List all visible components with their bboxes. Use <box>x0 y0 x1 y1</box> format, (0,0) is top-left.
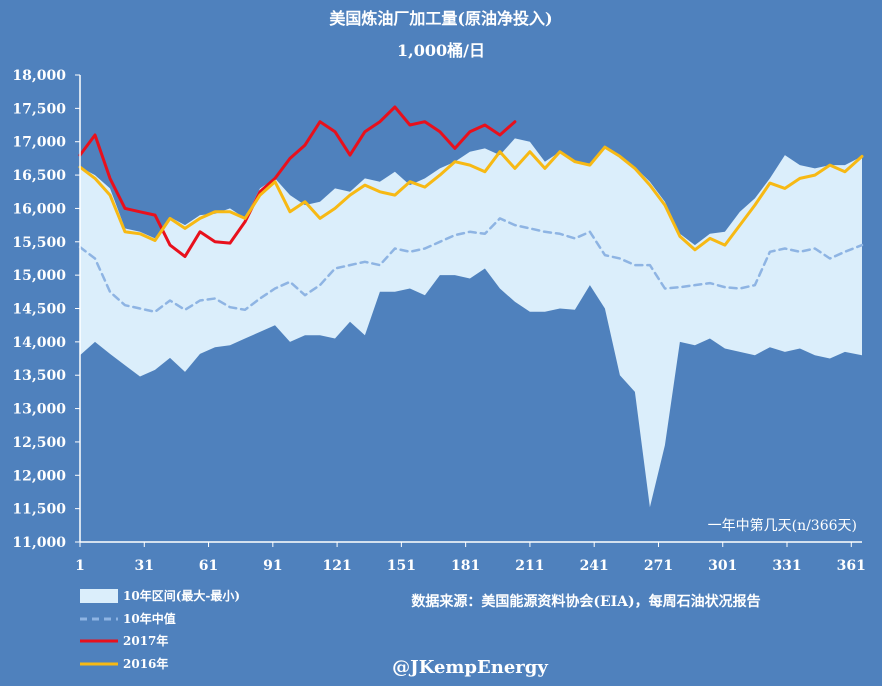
y-tick-label: 13,500 <box>12 368 66 384</box>
source-note: 数据来源：美国能源资料协会(EIA)，每周石油状况报告 <box>411 593 760 610</box>
y-tick-label: 13,000 <box>12 402 66 418</box>
x-tick-label: 211 <box>515 558 544 574</box>
x-tick-label: 331 <box>772 558 801 574</box>
x-tick-label: 301 <box>708 558 737 574</box>
x-tick-label: 181 <box>451 558 480 574</box>
legend-label: 2017年 <box>123 633 168 648</box>
legend-label: 10年中值 <box>123 611 176 626</box>
x-tick-label: 121 <box>322 558 351 574</box>
y-tick-label: 16,500 <box>12 168 66 184</box>
y-tick-label: 15,000 <box>12 268 66 284</box>
x-tick-label: 61 <box>199 558 218 574</box>
y-tick-label: 15,500 <box>12 235 66 251</box>
x-tick-label: 361 <box>837 558 866 574</box>
x-tick-label: 151 <box>387 558 416 574</box>
x-tick-label: 241 <box>580 558 609 574</box>
y-tick-label: 17,000 <box>12 135 66 151</box>
axes: 11,000 11,500 12,000 12,500 13,000 13,500 14,0… <box>12 68 865 574</box>
legend-label: 2016年 <box>123 656 168 671</box>
chart-subtitle: 1,000桶/日 <box>397 41 485 60</box>
x-tick-label: 91 <box>263 558 282 574</box>
y-tick-label: 16,000 <box>12 201 66 217</box>
chart-title: 美国炼油厂加工量(原油净投入) <box>329 9 552 28</box>
legend-swatch-band <box>80 589 118 603</box>
watermark: @JKempEnergy <box>392 657 548 678</box>
x-tick-label: 31 <box>135 558 154 574</box>
series-line-2017 <box>78 105 517 258</box>
y-tick-label: 11,500 <box>12 502 66 518</box>
y-tick-label: 12,000 <box>12 468 66 484</box>
series-line-2016 <box>78 145 864 252</box>
x-tick-label: 1 <box>75 558 85 574</box>
plot-area <box>78 105 864 508</box>
legend-label: 10年区间(最大-最小) <box>123 588 240 603</box>
y-tick-label: 14,500 <box>12 302 66 318</box>
y-tick-label: 18,000 <box>12 68 66 84</box>
y-tick-label: 12,500 <box>12 435 66 451</box>
series-line-median <box>78 217 864 314</box>
legend: 10年区间(最大-最小) 10年中值 2017年 2016年 <box>80 588 240 671</box>
y-tick-label: 17,500 <box>12 101 66 117</box>
x-axis-label: 一年中第几天(n/366天) <box>708 517 857 534</box>
range-band <box>80 138 862 508</box>
y-tick-label: 11,000 <box>12 535 66 551</box>
x-tick-label: 271 <box>644 558 673 574</box>
y-tick-label: 14,000 <box>12 335 66 351</box>
